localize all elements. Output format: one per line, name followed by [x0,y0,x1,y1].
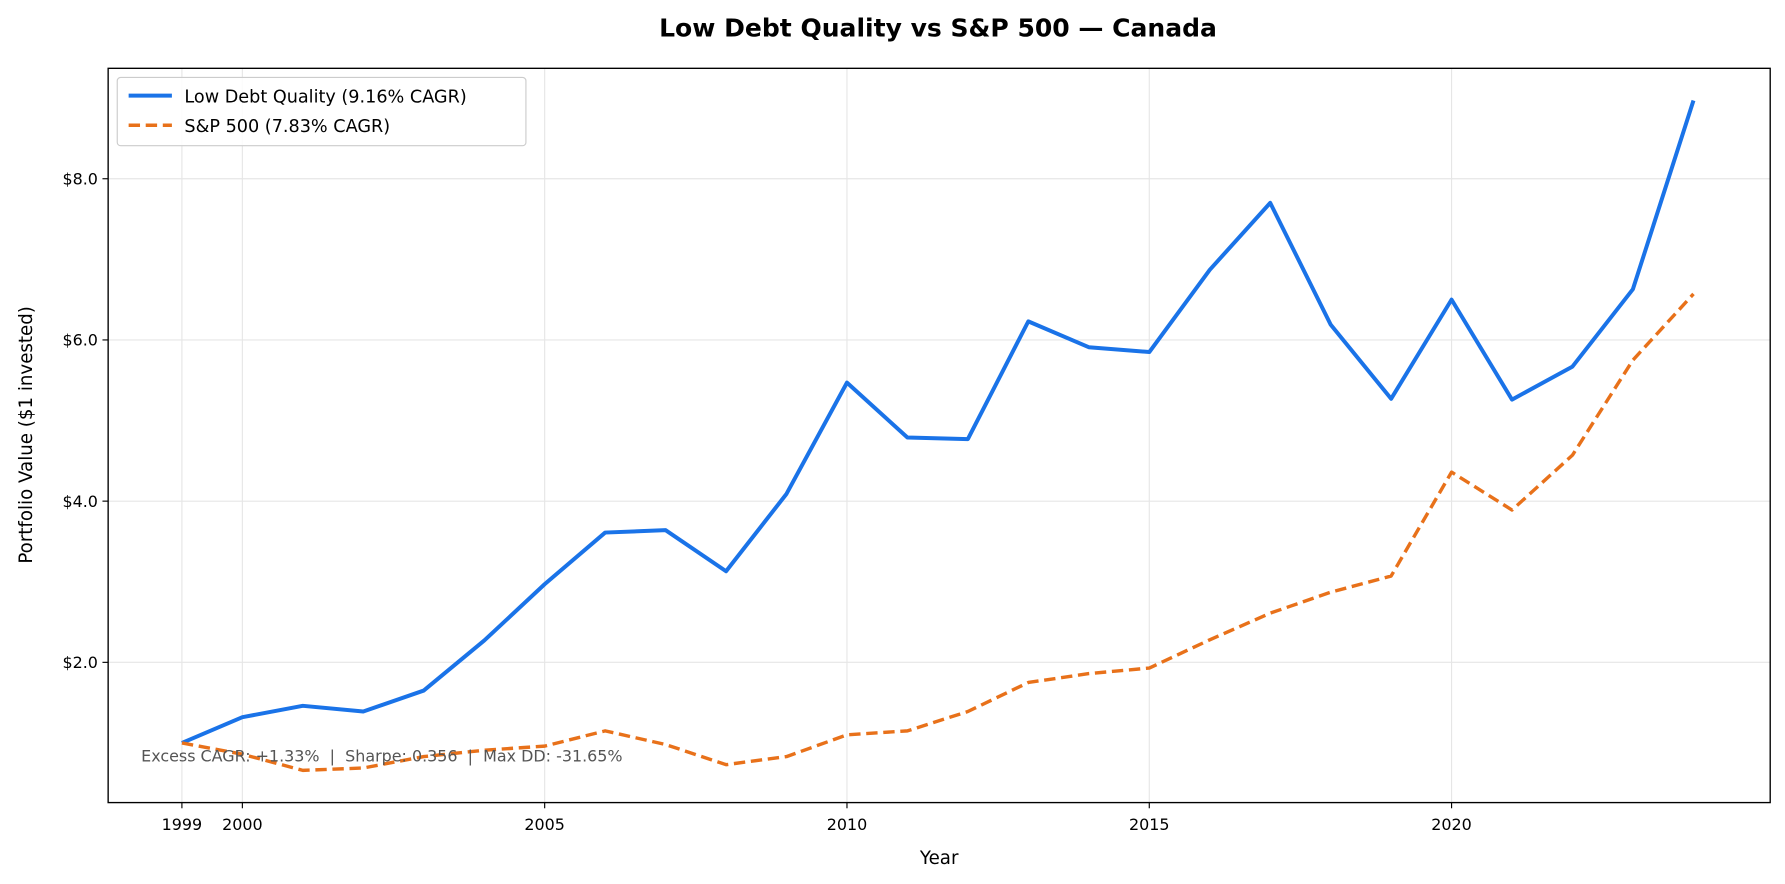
x-tick-label: 2010 [827,815,868,834]
x-tick-label: 2000 [222,815,263,834]
y-tick-label: $6.0 [62,331,97,350]
legend-label-0: Low Debt Quality (9.16% CAGR) [184,87,466,107]
y-tick-label: $8.0 [62,169,97,188]
x-tick-label: 1999 [162,815,203,834]
ticks: 1999 2000 2005 2010 2015 2020 $2.0 $4.0 $6.0 $8.0 [62,169,1471,833]
chart-title: Low Debt Quality vs S&P 500 — Canada [659,13,1217,42]
grid [108,68,1771,803]
x-tick-label: 2020 [1431,815,1472,834]
y-tick-label: $2.0 [62,653,97,672]
legend-box [116,76,527,147]
plot-frame [107,67,1771,804]
stats-annotation: Excess CAGR: +1.33% | Sharpe: 0.356 | Ma… [141,747,622,766]
x-tick-label: 2015 [1129,815,1170,834]
legend-label-1: S&P 500 (7.83% CAGR) [184,117,390,137]
x-tick-label: 2005 [524,815,565,834]
y-axis-label: Portfolio Value ($1 invested) [16,306,37,564]
series-group [181,99,1696,773]
series-line-1 [181,292,1695,773]
legend: Low Debt Quality (9.16% CAGR) S&P 500 (7… [116,76,527,147]
x-axis-label: Year [919,848,959,869]
y-tick-label: $4.0 [62,492,97,511]
series-line-0 [181,99,1696,745]
